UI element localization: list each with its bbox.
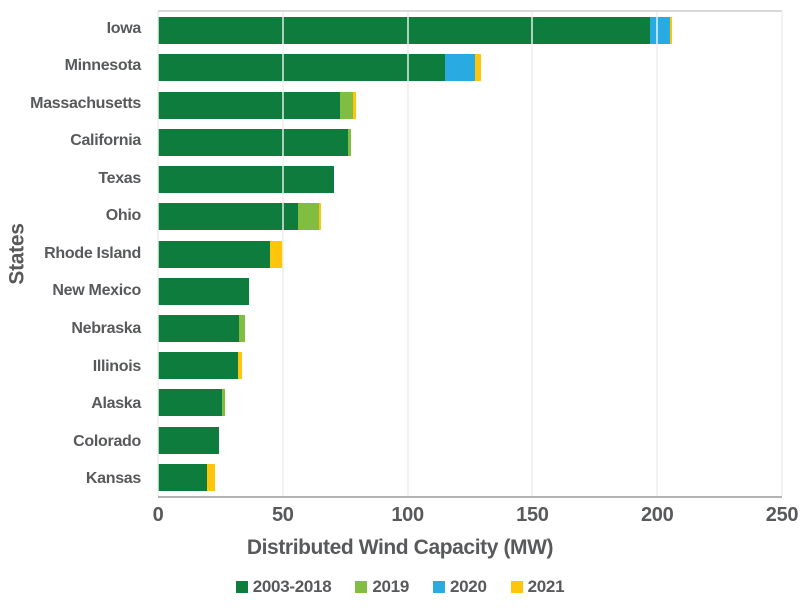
category-label: Minnesota [64,57,142,75]
bar-segment-2021 [270,240,283,268]
category-label: Massachusetts [30,94,141,112]
stacked-bar-new-mexico [158,277,782,305]
x-tick-label: 250 [765,504,799,526]
legend-swatch-2020 [432,581,445,593]
stacked-bar-rhode-island [158,240,782,268]
stacked-bar-alaska [158,389,782,417]
category-label: Texas [98,169,141,187]
bar-segment-2003-2018 [158,17,650,45]
stacked-bar-massachusetts [158,91,782,119]
bar-row [158,347,782,384]
bar-segment-2021 [318,203,322,231]
bar-row [158,459,782,496]
bar-row [158,235,782,272]
bar-segment-2019 [239,314,246,342]
category-label: Rhode Island [44,244,141,262]
legend-label-2020: 2020 [449,577,487,596]
legend-swatch-2019 [355,581,368,593]
bar-segment-2003-2018 [158,54,446,82]
legend: 2003-2018 2019 2020 2021 [0,577,800,597]
legend-swatch-2003-2018 [235,581,248,593]
category-label: Illinois [92,357,142,375]
legend-label-2019: 2019 [372,577,409,596]
bar-segment-2021 [352,91,357,119]
bar-row [158,12,782,49]
bar-segment-2003-2018 [158,240,271,268]
bar-segment-2003-2018 [158,352,238,380]
category-label: Kansas [85,470,141,488]
bar-segment-2003-2018 [158,91,341,119]
bar-row [158,86,782,123]
bar-row [158,161,782,198]
bar-row [158,422,782,459]
bar-row [158,124,782,161]
bar-segment-2019 [340,91,353,119]
legend-swatch-2021 [510,581,523,593]
bar-segment-2003-2018 [158,426,220,454]
legend-label-2003-2018: 2003-2018 [252,577,332,596]
bar-segment-2021 [237,352,242,380]
bar-segment-2020 [649,17,670,45]
category-label: Nebraska [71,320,141,338]
bar-segment-2019 [297,203,319,231]
category-label: New Mexico [52,282,141,300]
bar-segment-2003-2018 [158,277,250,305]
bar-segment-2003-2018 [158,389,222,417]
stacked-bar-texas [158,166,782,194]
stacked-bar-illinois [158,352,782,380]
x-tick-label: 50 [271,504,294,526]
stacked-bar-california [158,128,782,156]
bar-segment-2003-2018 [158,314,240,342]
bar-row [158,310,782,347]
legend-label-2021: 2021 [527,577,565,596]
x-axis-title: Distributed Wind Capacity (MW) [246,536,554,559]
bar-segment-2003-2018 [158,463,207,491]
legend-item-2019: 2019 [355,577,409,597]
x-tick-label: 150 [516,504,549,526]
legend-item-2021: 2021 [510,577,565,597]
bar-row [158,49,782,86]
category-label: Ohio [105,207,142,225]
stacked-bar-iowa [158,17,782,45]
bar-segment-2021 [474,54,482,82]
category-label: Iowa [106,19,142,37]
category-label: Colorado [73,432,141,450]
bar-segment-2019 [347,128,352,156]
stacked-bar-colorado [158,426,782,454]
bars-container [158,12,782,496]
bar-row [158,384,782,421]
bar-row [158,198,782,235]
x-tick-label: 0 [152,504,164,526]
x-tick-label: 200 [640,504,674,526]
bar-segment-2003-2018 [158,166,334,194]
stacked-bar-kansas [158,463,782,491]
bar-segment-2019 [221,389,226,417]
category-label: California [70,132,141,150]
stacked-bar-nebraska [158,314,782,342]
plot-area [157,10,783,498]
bar-segment-2003-2018 [158,128,348,156]
bar-segment-2020 [445,54,475,82]
legend-item-2020: 2020 [432,577,487,597]
stacked-bar-ohio [158,203,782,231]
x-tick-label: 100 [391,504,424,526]
bar-segment-2003-2018 [158,203,298,231]
category-label: Alaska [91,395,141,413]
bar-segment-2021 [669,17,673,45]
legend-item-2003-2018: 2003-2018 [235,577,332,597]
bar-segment-2021 [206,463,216,491]
bar-row [158,273,782,310]
y-axis-labels: Iowa Minnesota Massachusetts California Texa… [0,10,150,498]
x-axis-ticks: 0 50 100 150 200 250 [153,504,799,528]
stacked-bar-minnesota [158,54,782,82]
